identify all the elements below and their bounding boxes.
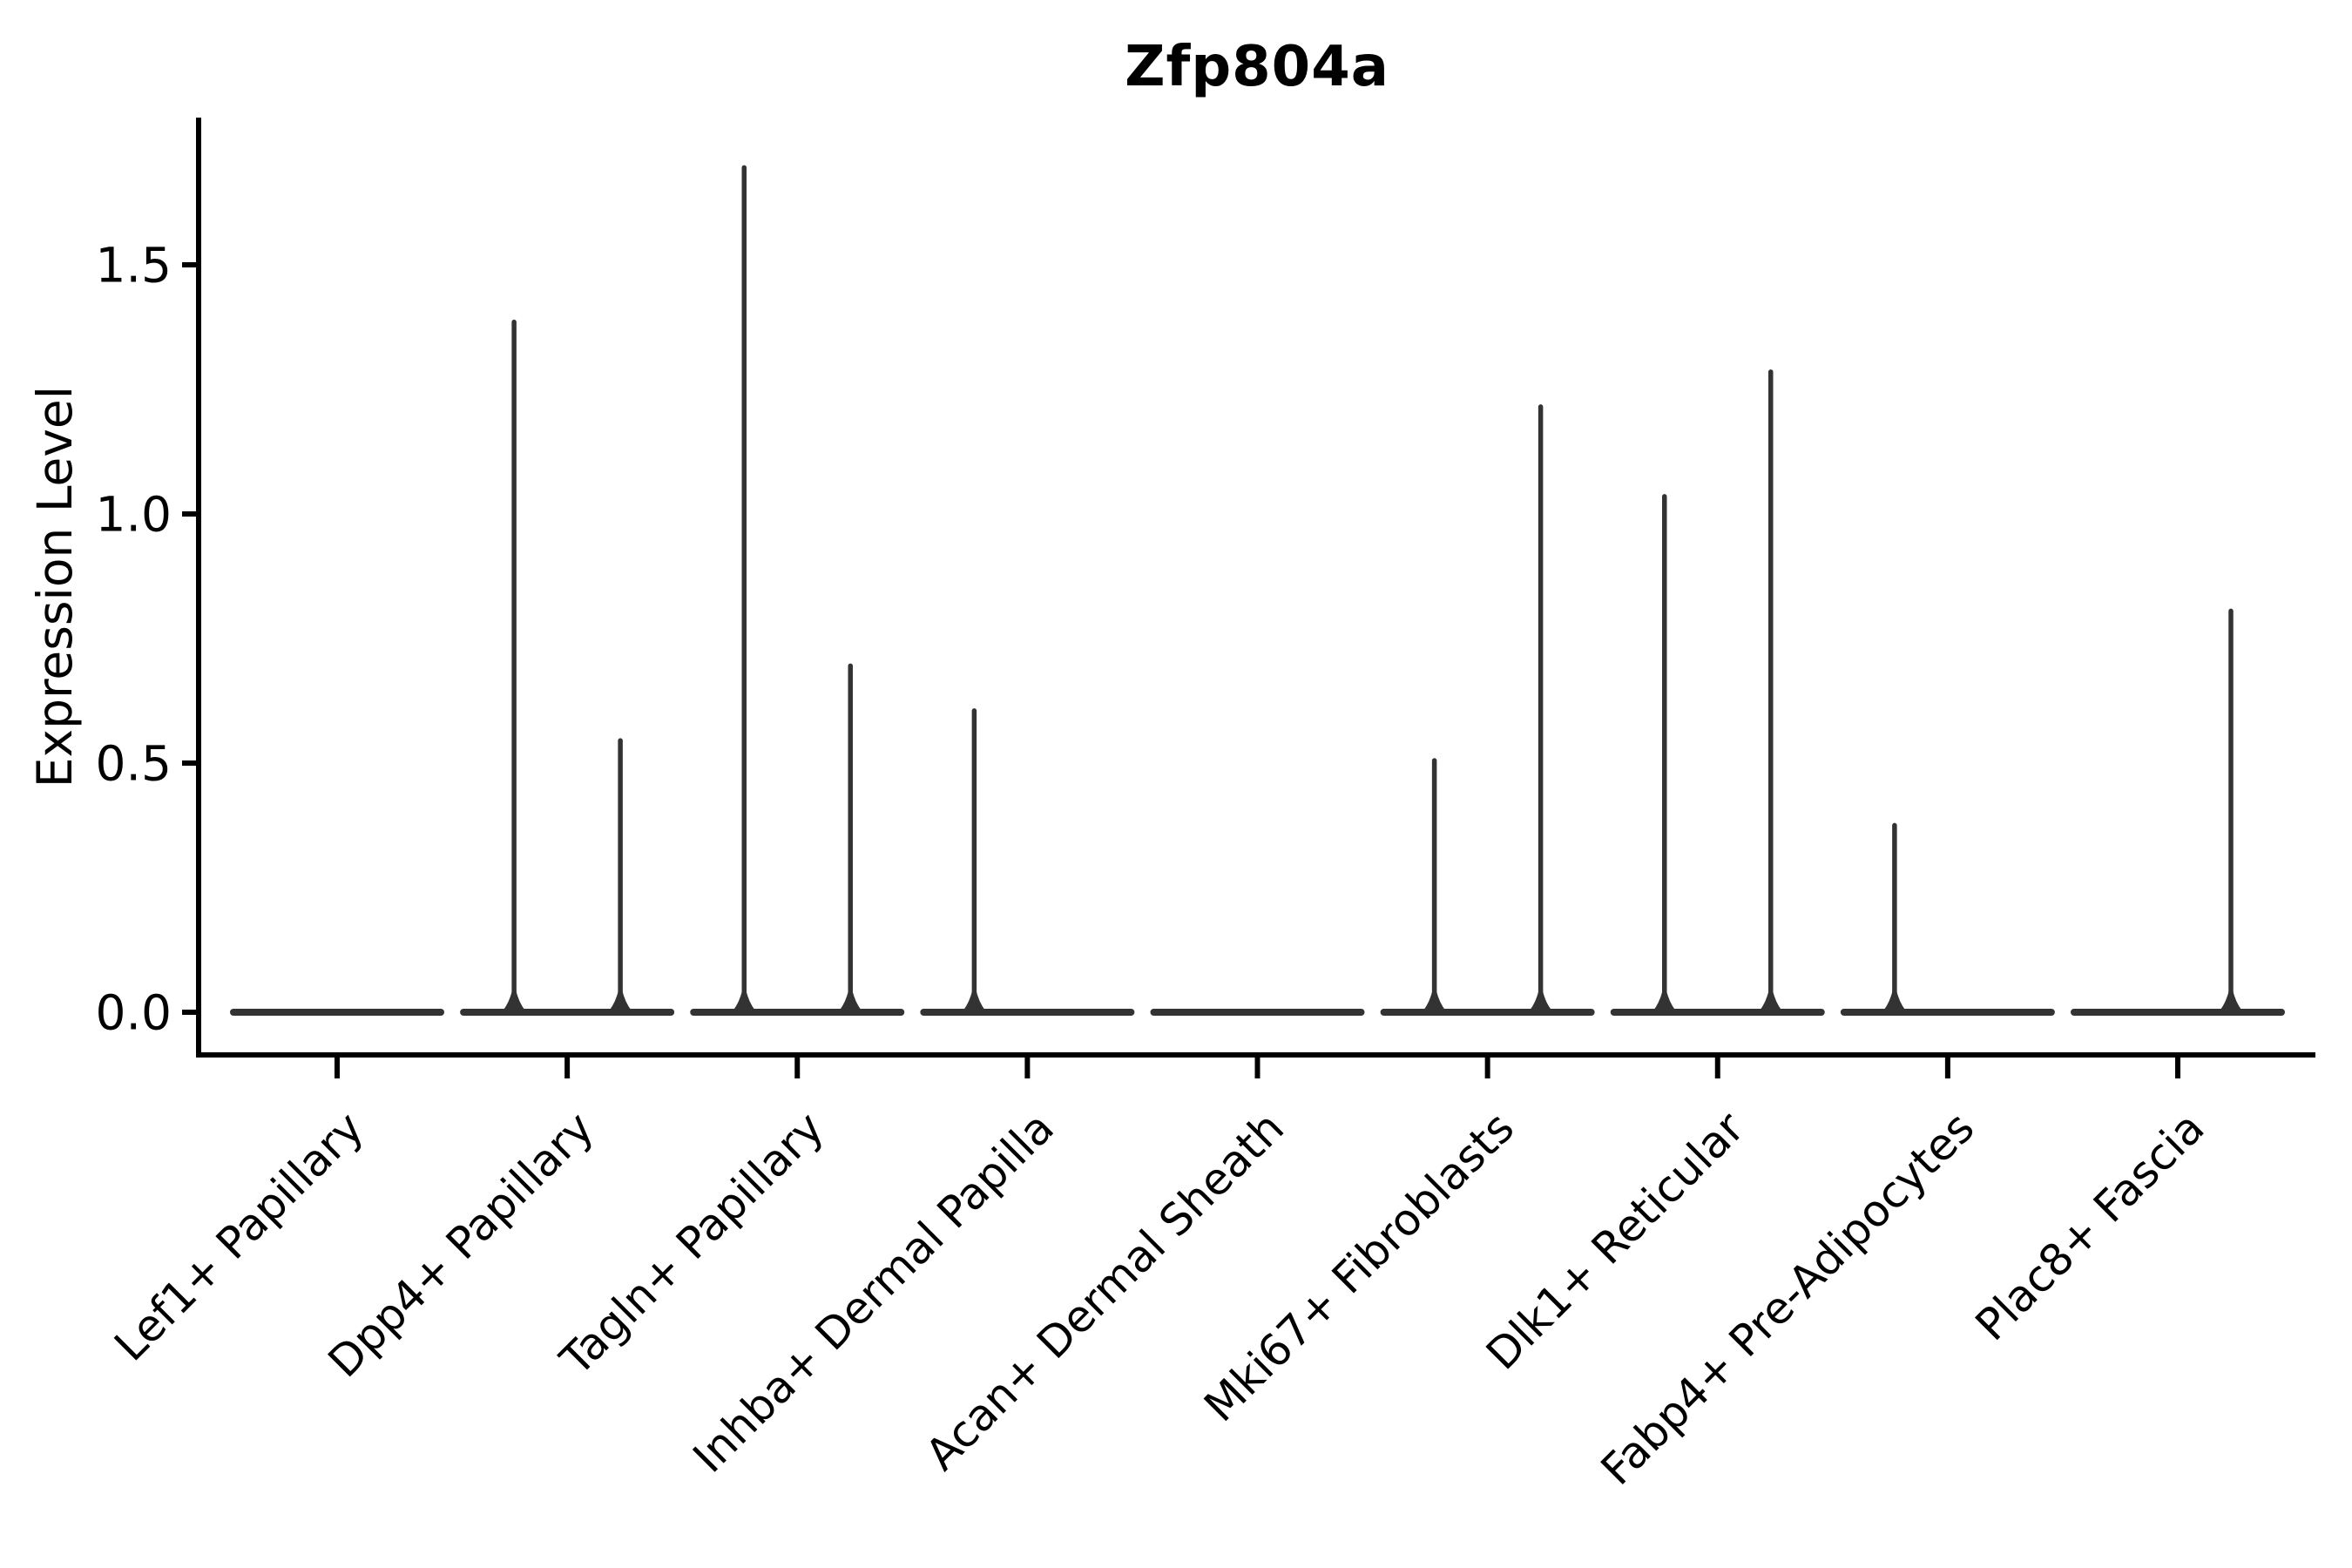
violin-zero-bar	[2071, 1009, 2285, 1016]
violin-spike	[1662, 494, 1667, 1016]
violin-spike	[1538, 404, 1544, 1016]
violin-spike	[848, 663, 853, 1016]
violin-zero-bar	[230, 1009, 444, 1016]
violin-spike	[618, 738, 623, 1016]
violin-spike	[1431, 758, 1437, 1016]
violin-spike	[741, 165, 747, 1017]
violin-spike	[511, 319, 517, 1016]
violin-zero-bar	[1610, 1009, 1825, 1016]
violin-spike	[971, 708, 977, 1016]
y-tick-label: 0.0	[96, 984, 172, 1040]
violin-zero-bar	[460, 1009, 675, 1016]
x-tick-label: Plac8+ Fascia	[1966, 1102, 2214, 1350]
violin-zero-bar	[690, 1009, 905, 1016]
violin-spike	[1892, 822, 1897, 1016]
violin-zero-bar	[1840, 1009, 2055, 1016]
y-tick-label: 1.0	[96, 486, 172, 542]
violin-spike	[2228, 608, 2234, 1016]
violin-zero-bar	[920, 1009, 1135, 1016]
y-tick-label: 0.5	[96, 735, 172, 791]
x-tick-label: Lef1+ Papillary	[105, 1102, 373, 1370]
y-tick-label: 1.5	[96, 237, 172, 293]
violin-spike	[1768, 369, 1774, 1016]
violin-zero-bar	[1150, 1009, 1365, 1016]
chart-title: Zfp804a	[1125, 35, 1389, 99]
x-tick-label: Fabp4+ Pre-Adipocytes	[1592, 1102, 1984, 1495]
violin-zero-bar	[1380, 1009, 1595, 1016]
